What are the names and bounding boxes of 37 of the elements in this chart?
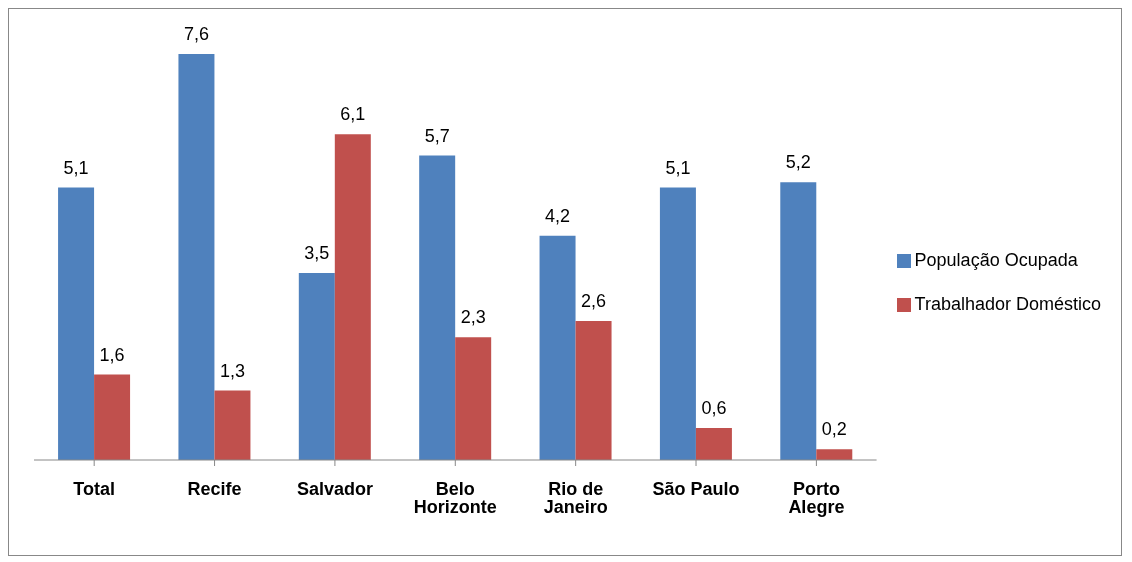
bar <box>695 427 732 460</box>
bar <box>214 390 251 460</box>
data-label: 6,1 <box>340 104 366 125</box>
legend-label: Trabalhador Doméstico <box>914 294 1101 314</box>
data-label: 5,7 <box>424 125 450 146</box>
bar <box>419 155 456 460</box>
x-tick-label: Rio de Janeiro <box>543 478 608 517</box>
x-tick-label: Recife <box>187 478 242 499</box>
bar <box>575 321 612 460</box>
bar <box>58 187 95 460</box>
data-label: 0,6 <box>701 397 727 418</box>
x-tick-label: Porto Alegre <box>788 478 845 517</box>
x-tick-label: Total <box>73 478 116 499</box>
data-label: 7,6 <box>183 24 209 44</box>
data-label: 3,5 <box>304 243 330 264</box>
bar <box>94 374 131 460</box>
data-label: 0,2 <box>821 419 847 440</box>
x-tick-label: Salvador <box>296 478 373 499</box>
bar <box>178 54 215 460</box>
legend-label: População Ocupada <box>914 250 1078 270</box>
data-label: 1,6 <box>99 344 125 365</box>
bar <box>298 273 335 460</box>
bar <box>659 187 696 460</box>
data-label: 5,1 <box>665 157 691 178</box>
data-label: 5,2 <box>785 152 811 173</box>
x-tick-label: São Paulo <box>652 478 740 499</box>
data-label: 1,3 <box>219 360 245 381</box>
data-label: 4,2 <box>545 205 571 226</box>
bar <box>780 182 817 460</box>
data-label: 2,3 <box>460 307 486 328</box>
x-tick-label: Belo Horizonte <box>413 478 497 517</box>
bar <box>816 449 853 460</box>
data-label: 5,1 <box>63 157 89 178</box>
bar <box>334 134 371 460</box>
data-label: 2,6 <box>581 291 607 312</box>
bar <box>455 337 492 460</box>
bar <box>539 235 576 460</box>
